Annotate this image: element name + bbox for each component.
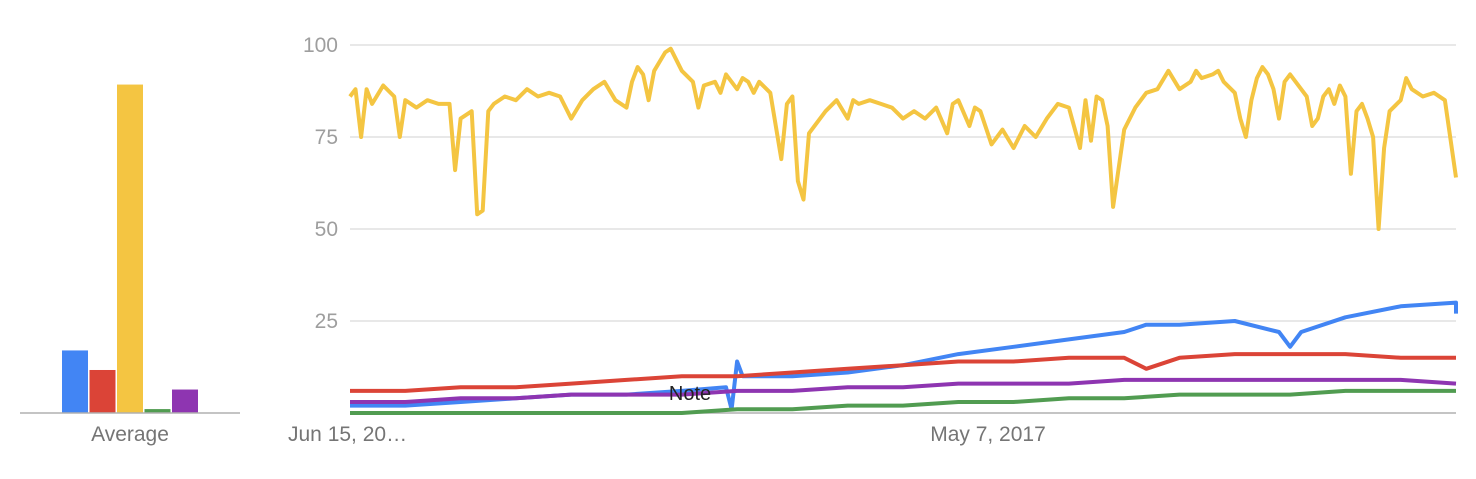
- average-bar[interactable]: [172, 389, 198, 413]
- trend-chart: 25 50 75 100 Jun 15, 20… May 7, 2017 Note: [260, 0, 1476, 474]
- x-tick-label: May 7, 2017: [930, 423, 1046, 446]
- y-tick-label: 75: [315, 126, 338, 149]
- series-line[interactable]: [350, 377, 1457, 404]
- average-chart-svg: Average: [20, 84, 240, 446]
- series-line[interactable]: [350, 352, 1456, 393]
- series-line[interactable]: [350, 388, 1456, 415]
- average-axis-label: Average: [91, 423, 169, 446]
- average-bar[interactable]: [89, 369, 116, 413]
- y-tick-label: 50: [315, 218, 338, 241]
- y-tick-label: 100: [303, 34, 338, 57]
- average-bar[interactable]: [144, 409, 171, 413]
- y-tick-label: 25: [315, 310, 338, 333]
- x-tick-label: Jun 15, 20…: [288, 423, 407, 446]
- average-chart: Average: [0, 0, 260, 474]
- average-bar[interactable]: [117, 84, 143, 413]
- average-bar[interactable]: [62, 350, 88, 413]
- trend-chart-svg: 25 50 75 100 Jun 15, 20… May 7, 2017 Note: [288, 34, 1458, 446]
- series-line[interactable]: [348, 46, 1458, 231]
- note-annotation[interactable]: Note: [669, 383, 711, 405]
